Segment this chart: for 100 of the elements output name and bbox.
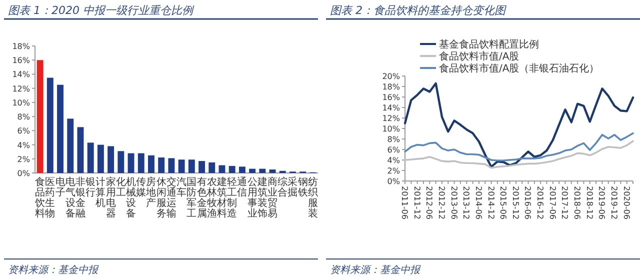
y-tick-label: 12%	[12, 84, 30, 94]
bar	[57, 84, 64, 173]
x-tick-label: 通信	[237, 176, 248, 198]
bar	[36, 60, 44, 173]
bar	[178, 160, 185, 173]
bar	[259, 168, 266, 173]
y-tick-label: 2%	[17, 154, 30, 164]
legend-label: 食品饮料市值/A股（非银石油石化）	[439, 62, 600, 74]
legend-label: 基金食品饮料配置比例	[439, 38, 539, 50]
x-tick-label: 2012-12	[436, 186, 446, 220]
x-tick-label: 2013-06	[449, 186, 458, 220]
x-tick-label: 计算机	[96, 176, 106, 209]
y-tick-label: 2%	[387, 166, 400, 176]
bar	[108, 146, 114, 173]
bar	[249, 168, 256, 173]
y-tick-label: 0%	[17, 169, 30, 178]
x-tick-label: 2017-06	[548, 186, 557, 220]
x-tick-label: 农林牧渔	[206, 177, 217, 220]
bar	[168, 158, 175, 173]
y-tick-label: 10%	[382, 124, 400, 134]
y-tick-label: 10%	[12, 98, 30, 108]
bar	[158, 157, 165, 173]
y-tick-label: 8%	[17, 112, 30, 122]
bar	[238, 166, 246, 173]
x-tick-label: 2018-12	[584, 186, 594, 220]
x-tick-label: 2019-06	[597, 186, 606, 220]
x-tick-label: 银行	[84, 177, 96, 198]
bar	[148, 155, 154, 173]
bar	[228, 166, 236, 173]
chart-title: 图表 2：食品饮料的基金持仓变化图	[330, 4, 508, 17]
x-tick-label: 综合	[278, 176, 288, 198]
x-tick-label: 非银金融	[74, 176, 86, 220]
x-tick-label: 机械设备	[126, 176, 136, 220]
line-series	[404, 82, 634, 168]
x-tick-label: 2016-06	[523, 186, 532, 220]
text: 资料来源：基金中报	[8, 264, 99, 276]
x-tick-label: 医药生物	[45, 177, 56, 220]
x-tick-label: 汽车	[176, 176, 187, 198]
bar	[46, 78, 54, 173]
y-tick-label: 6%	[387, 146, 400, 154]
x-tick-label: 纺织服装	[308, 176, 318, 220]
y-tick-label: 20%	[382, 72, 400, 81]
x-tick-label: 2014-06	[474, 186, 483, 220]
y-tick-label: 14%	[382, 104, 400, 112]
bar	[198, 161, 206, 173]
x-tick-label: 公用事业	[247, 176, 258, 220]
x-tick-label: 房地产	[145, 176, 156, 209]
y-tick-label: 0%	[387, 177, 400, 186]
x-tick-label: 2012-06	[424, 186, 434, 220]
line-series	[404, 140, 634, 169]
x-tick-label: 采掘	[288, 176, 298, 198]
bar	[67, 118, 74, 173]
x-tick-label: 轻工制造	[227, 176, 238, 220]
x-tick-label: 钢铁	[296, 177, 308, 198]
x-tick-label: 电气设备	[65, 176, 76, 220]
x-tick-label: 建筑材料	[216, 176, 227, 220]
y-tick-label: 8%	[387, 135, 400, 144]
bar	[208, 162, 216, 173]
y-tick-label: 14%	[12, 70, 30, 80]
text: 资料来源：基金中报	[330, 264, 421, 276]
x-tick-label: 电子	[55, 176, 66, 198]
x-tick-label: 国防军工	[186, 177, 197, 220]
x-tick-label: 2011-06	[400, 186, 409, 220]
x-tick-label: 化工	[116, 176, 126, 198]
bar	[87, 142, 94, 173]
x-tick-label: 休闲服务	[156, 177, 166, 220]
y-tick-label: 4%	[387, 156, 400, 165]
x-tick-label: 2013-12	[462, 186, 471, 220]
x-tick-label: 食品饮料	[34, 176, 46, 220]
x-tick-label: 交通运输	[166, 176, 176, 220]
bar	[97, 144, 104, 173]
chart-title: 图表 1：2020 中报一级行业重仓比例	[8, 4, 195, 17]
y-tick-label: 12%	[382, 114, 400, 123]
x-tick-label: 2014-12	[486, 186, 496, 220]
x-tick-label: 建筑装饰	[256, 176, 268, 220]
x-tick-label: 家用电器	[106, 176, 116, 220]
bar	[138, 153, 144, 173]
line-series	[404, 132, 634, 162]
y-tick-label: 16%	[382, 93, 400, 102]
bar	[128, 153, 134, 173]
x-tick-label: 商业贸易	[268, 176, 278, 220]
y-tick-label: 18%	[382, 82, 400, 92]
bar	[188, 160, 195, 173]
x-tick-label: 2019-12	[610, 186, 619, 220]
bar	[269, 169, 276, 173]
x-tick-label: 2018-06	[572, 186, 582, 220]
x-tick-label: 2016-12	[536, 186, 545, 220]
x-tick-label: 2017-12	[560, 186, 570, 220]
x-tick-label: 2015-12	[510, 186, 520, 220]
x-tick-label: 传媒	[136, 177, 146, 198]
bar	[77, 127, 84, 173]
x-tick-label: 2011-12	[412, 186, 422, 220]
legend-label: 食品饮料市值/A股	[439, 50, 520, 62]
bar	[218, 165, 226, 173]
x-tick-label: 有色金属	[196, 176, 207, 220]
y-tick-label: 6%	[17, 126, 30, 136]
y-tick-label: 18%	[12, 42, 30, 51]
y-tick-label: 4%	[17, 140, 30, 150]
x-tick-label: 2015-06	[498, 186, 508, 220]
x-tick-label: 2020-06	[622, 186, 631, 220]
